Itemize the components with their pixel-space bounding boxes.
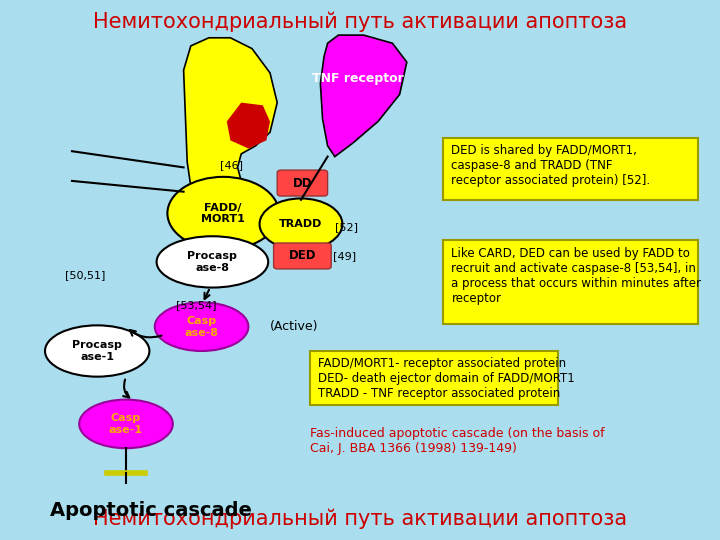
Text: DED is shared by FADD/MORT1,
caspase-8 and TRADD (TNF
receptor associated protei: DED is shared by FADD/MORT1, caspase-8 a… xyxy=(451,144,651,187)
Ellipse shape xyxy=(45,325,150,377)
Polygon shape xyxy=(227,103,270,148)
Text: Casp
ase-8: Casp ase-8 xyxy=(184,316,219,338)
Text: Apoptotic cascade: Apoptotic cascade xyxy=(50,501,252,520)
Text: (Active): (Active) xyxy=(270,320,318,333)
Text: Like CARD, DED can be used by FADD to
recruit and activate caspase-8 [53,54], in: Like CARD, DED can be used by FADD to re… xyxy=(451,247,701,305)
Ellipse shape xyxy=(260,199,343,249)
Text: FADD/MORT1- receptor associated protein
DED- death ejector domain of FADD/MORT1
: FADD/MORT1- receptor associated protein … xyxy=(318,357,575,401)
Text: TRADD: TRADD xyxy=(279,219,323,229)
FancyBboxPatch shape xyxy=(443,240,698,324)
Ellipse shape xyxy=(167,177,279,249)
Polygon shape xyxy=(184,38,277,238)
FancyBboxPatch shape xyxy=(274,243,331,269)
Text: Немитохондриальный путь активации апоптоза: Немитохондриальный путь активации апопто… xyxy=(93,508,627,529)
Text: [53,54]: [53,54] xyxy=(176,300,217,310)
Text: [52]: [52] xyxy=(335,222,358,232)
Text: DD: DD xyxy=(292,177,312,190)
FancyBboxPatch shape xyxy=(443,138,698,200)
Text: DED: DED xyxy=(289,249,316,262)
Text: [46]: [46] xyxy=(220,160,243,170)
Text: TNF receptor: TNF receptor xyxy=(312,72,404,85)
Text: [50,51]: [50,51] xyxy=(65,271,105,280)
Text: Procasp
ase-1: Procasp ase-1 xyxy=(72,340,122,362)
Text: Procasp
ase-8: Procasp ase-8 xyxy=(187,251,238,273)
Text: FADD/
MORT1: FADD/ MORT1 xyxy=(202,202,245,224)
Ellipse shape xyxy=(79,400,173,448)
Ellipse shape xyxy=(155,302,248,351)
Text: Casp
ase-1: Casp ase-1 xyxy=(109,413,143,435)
FancyBboxPatch shape xyxy=(277,170,328,196)
Polygon shape xyxy=(320,35,407,157)
Ellipse shape xyxy=(156,237,268,287)
Text: Немитохондриальный путь активации апоптоза: Немитохондриальный путь активации апопто… xyxy=(93,11,627,32)
Polygon shape xyxy=(238,197,277,235)
Text: [49]: [49] xyxy=(333,251,356,261)
Text: Fas-induced apoptotic cascade (on the basis of
Cai, J. BBA 1366 (1998) 139-149): Fas-induced apoptotic cascade (on the ba… xyxy=(310,427,604,455)
FancyBboxPatch shape xyxy=(310,351,558,405)
